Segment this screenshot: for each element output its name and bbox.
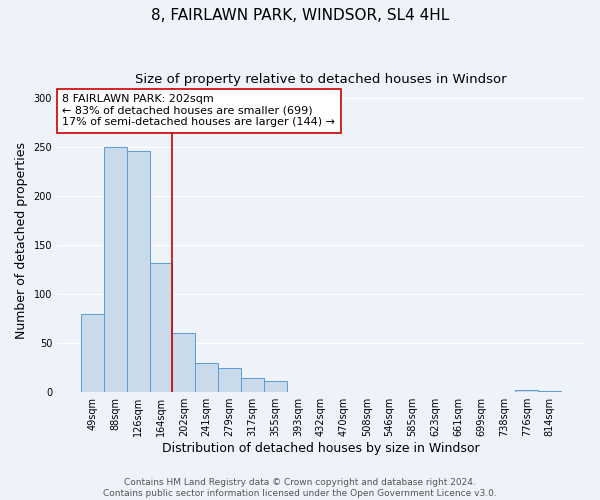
Bar [538,391,561,392]
Bar [241,378,264,392]
Bar [81,314,104,392]
Bar [515,390,538,392]
Text: 8, FAIRLAWN PARK, WINDSOR, SL4 4HL: 8, FAIRLAWN PARK, WINDSOR, SL4 4HL [151,8,449,22]
X-axis label: Distribution of detached houses by size in Windsor: Distribution of detached houses by size … [162,442,480,455]
Text: Contains HM Land Registry data © Crown copyright and database right 2024.
Contai: Contains HM Land Registry data © Crown c… [103,478,497,498]
Bar [104,147,127,392]
Text: 8 FAIRLAWN PARK: 202sqm
← 83% of detached houses are smaller (699)
17% of semi-d: 8 FAIRLAWN PARK: 202sqm ← 83% of detache… [62,94,335,128]
Y-axis label: Number of detached properties: Number of detached properties [15,142,28,338]
Bar [218,368,241,392]
Bar [264,382,287,392]
Bar [149,262,172,392]
Bar [172,334,196,392]
Bar [196,363,218,392]
Bar [127,151,149,392]
Title: Size of property relative to detached houses in Windsor: Size of property relative to detached ho… [135,72,507,86]
